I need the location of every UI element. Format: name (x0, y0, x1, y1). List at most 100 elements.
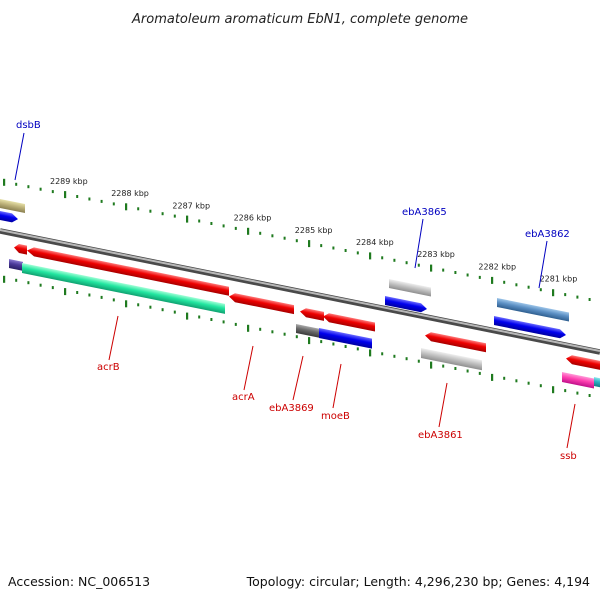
minor-tick (295, 239, 298, 243)
minor-tick (39, 283, 42, 287)
minor-tick (442, 268, 445, 272)
minor-tick (527, 381, 530, 385)
minor-tick (88, 197, 91, 201)
gene-glyph-dsbB[interactable] (0, 196, 25, 214)
gene-glyph-reverse-3[interactable] (300, 307, 324, 321)
tick-label: 2286 kbp (234, 214, 272, 223)
gene-glyph-ebA3865[interactable] (385, 296, 427, 313)
minor-tick (454, 271, 457, 274)
gene-glyph-ebA3862-box[interactable] (497, 298, 569, 322)
tick-label: 2289 kbp (50, 177, 88, 186)
major-tick (125, 300, 128, 308)
minor-tick (137, 303, 140, 307)
gene-glyph-ebA3865-box[interactable] (389, 279, 431, 297)
major-tick (247, 324, 250, 332)
tick-label: 2284 kbp (356, 238, 394, 247)
minor-tick (210, 318, 213, 321)
gene-glyph-forward-1[interactable] (0, 208, 18, 224)
major-tick (247, 227, 250, 235)
tick-label: 2283 kbp (417, 250, 455, 259)
gene-label-moeB[interactable]: moeB (321, 411, 350, 422)
minor-tick (271, 234, 274, 238)
minor-tick (88, 293, 91, 297)
minor-tick (173, 310, 176, 314)
tick-label: 2288 kbp (111, 189, 149, 198)
gene-glyph-acrB-upper[interactable] (27, 246, 229, 296)
minor-tick (27, 281, 30, 285)
gene-label-ebA3862[interactable]: ebA3862 (525, 229, 570, 240)
tick-label: 2281 kbp (540, 275, 578, 284)
gene-glyph-ebA3862[interactable] (494, 316, 566, 340)
minor-tick (15, 182, 18, 186)
major-tick (552, 289, 555, 297)
gene-label-acrB[interactable]: acrB (97, 362, 120, 373)
map-title: Aromatoleum aromaticum EbN1, complete ge… (131, 12, 468, 27)
genome-summary-text: Topology: circular; Length: 4,296,230 bp… (246, 574, 590, 589)
gene-glyph-acrB[interactable] (22, 263, 225, 314)
gene-glyph-acrA[interactable] (229, 292, 294, 315)
genome-backbone (0, 228, 600, 355)
gene-label-dsbB[interactable]: dsbB (16, 120, 41, 131)
minor-tick (417, 359, 420, 363)
gene-label-ebA3869[interactable]: ebA3869 (269, 403, 314, 414)
gene-glyph-ebA3861[interactable] (421, 348, 482, 371)
minor-tick (564, 389, 567, 393)
major-tick (430, 361, 433, 369)
major-tick (308, 337, 311, 345)
gene-glyph-ssb[interactable] (562, 372, 594, 389)
gene-label-ebA3865[interactable]: ebA3865 (402, 207, 447, 218)
gene-leader-line (243, 345, 254, 391)
minor-tick (295, 335, 298, 339)
minor-tick (51, 190, 54, 194)
minor-tick (39, 187, 42, 191)
minor-tick (478, 275, 481, 279)
minor-tick (356, 347, 359, 351)
gene-leader-line (566, 403, 576, 449)
gene-label-ebA3861[interactable]: ebA3861 (418, 430, 463, 441)
major-tick (430, 264, 433, 272)
gene-glyph-ebA3869[interactable] (296, 324, 320, 338)
major-tick (491, 276, 494, 284)
gene-glyph-reverse-1[interactable] (14, 243, 27, 255)
gene-glyph-ebA3861-upper[interactable] (425, 331, 486, 353)
minor-tick (222, 320, 225, 324)
gene-glyph-reverse-5[interactable] (594, 377, 600, 389)
minor-tick (393, 354, 396, 358)
gene-glyph-moeB[interactable] (319, 328, 372, 349)
minor-tick (320, 340, 323, 344)
gene-leader-line (414, 218, 424, 269)
gene-leader-line (108, 315, 119, 361)
minor-tick (27, 185, 30, 189)
minor-tick (515, 283, 518, 287)
minor-tick (442, 364, 445, 368)
minor-tick (100, 199, 103, 203)
minor-tick (417, 263, 420, 267)
minor-tick (576, 295, 579, 299)
tick-label: 2282 kbp (478, 262, 516, 271)
gene-labels: dsbB ebA3865 ebA3862 acrB acrA ebA3869 moeB ebA… (14, 120, 577, 462)
major-tick (369, 252, 372, 260)
gene-label-ssb[interactable]: ssb (560, 451, 577, 462)
gene-glyph-reverse-2[interactable] (9, 259, 23, 271)
minor-tick (222, 224, 225, 228)
minor-tick (15, 278, 18, 282)
tick-label: 2285 kbp (295, 226, 333, 235)
minor-tick (112, 298, 115, 302)
minor-tick (588, 394, 591, 397)
minor-tick (320, 244, 323, 248)
gene-leader-line (14, 132, 25, 181)
minor-tick (344, 249, 347, 252)
minor-tick (381, 352, 384, 356)
gene-glyph-reverse-4[interactable] (323, 312, 375, 332)
minor-tick (234, 226, 237, 230)
major-tick (369, 349, 372, 357)
minor-tick (283, 332, 286, 336)
gene-glyph-ssb-upper[interactable] (566, 354, 600, 370)
minor-tick (283, 236, 286, 240)
gene-label-acrA[interactable]: acrA (232, 392, 255, 403)
minor-tick (76, 291, 79, 294)
minor-tick (356, 251, 359, 255)
minor-tick (198, 315, 201, 319)
major-tick (3, 178, 6, 186)
minor-tick (539, 384, 542, 388)
